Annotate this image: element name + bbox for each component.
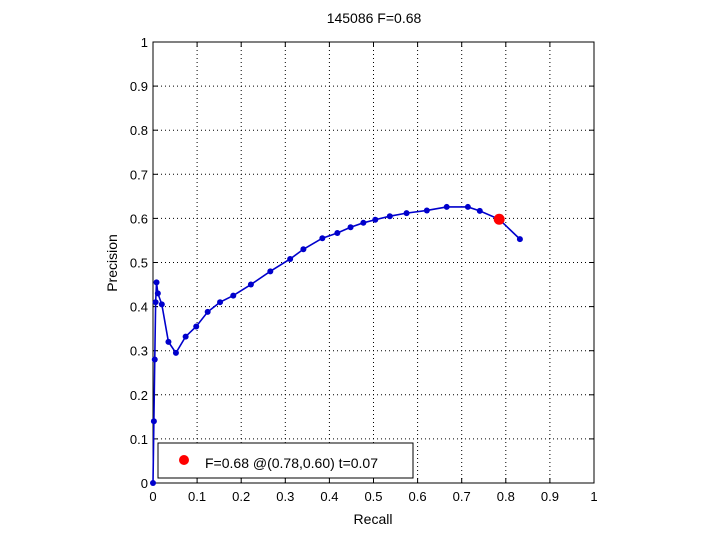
series-point	[267, 268, 274, 275]
chart-title: 145086 F=0.68	[327, 10, 422, 26]
y-tick-label: 0.7	[130, 167, 148, 182]
best-point-layer	[493, 213, 505, 225]
series-point	[150, 480, 156, 486]
series-point	[319, 235, 326, 242]
x-tick-label: 1	[590, 489, 597, 504]
series-point	[247, 281, 254, 288]
legend-box	[157, 442, 414, 479]
series-point	[516, 236, 523, 243]
y-tick-label: 0.6	[130, 211, 148, 226]
y-tick-label: 1	[141, 35, 148, 50]
x-axis-ticks: 0 0.1 0.2 0.3 0.4 0.5 0.6 0.7 0.8 0.9 1	[149, 42, 598, 504]
x-tick-label: 0.4	[320, 489, 338, 504]
legend: F=0.68 @(0.78,0.60) t=0.07	[157, 442, 414, 479]
x-tick-label: 0.8	[497, 489, 515, 504]
series-point	[151, 356, 158, 363]
legend-label: F=0.68 @(0.78,0.60) t=0.07	[205, 455, 378, 471]
grid-lines	[153, 42, 594, 483]
y-tick-label: 0.4	[130, 300, 148, 315]
y-tick-label: 0.5	[130, 256, 148, 271]
y-tick-label: 0.9	[130, 79, 148, 94]
series-point	[287, 255, 294, 262]
series-point	[150, 418, 157, 425]
best-f-point	[493, 213, 505, 225]
series-point	[165, 338, 172, 345]
series-point	[386, 213, 393, 220]
series-point	[334, 229, 341, 236]
x-axis-title: Recall	[354, 511, 393, 527]
y-axis-ticks: 0 0.1 0.2 0.3 0.4 0.5 0.6 0.7 0.8 0.9 1	[130, 35, 594, 491]
series-point	[193, 323, 200, 330]
y-tick-label: 0.3	[130, 344, 148, 359]
series-point	[300, 246, 307, 253]
y-tick-label: 0.2	[130, 388, 148, 403]
series-point	[403, 210, 410, 217]
series-point	[423, 207, 430, 214]
y-axis-title: Precision	[104, 234, 120, 292]
series-point	[217, 299, 224, 306]
series-point	[152, 299, 159, 306]
x-tick-label: 0.7	[453, 489, 471, 504]
series-point	[347, 224, 354, 231]
y-tick-label: 0.8	[130, 123, 148, 138]
legend-marker	[179, 455, 189, 465]
series-point	[230, 292, 237, 299]
series-point	[204, 308, 211, 315]
series-point	[182, 333, 189, 340]
y-tick-label: 0.1	[130, 432, 148, 447]
series-point	[158, 301, 165, 308]
series-point	[154, 290, 161, 297]
x-tick-label: 0.3	[276, 489, 294, 504]
series-point	[372, 216, 379, 223]
series-point	[464, 203, 471, 210]
series-point	[360, 219, 367, 226]
x-tick-label: 0.6	[409, 489, 427, 504]
y-tick-label: 0	[141, 476, 148, 491]
series-line	[152, 206, 521, 484]
series-point	[153, 279, 160, 286]
series-point	[443, 203, 450, 210]
x-tick-label: 0	[149, 489, 156, 504]
x-tick-label: 0.1	[188, 489, 206, 504]
x-tick-label: 0.2	[232, 489, 250, 504]
x-tick-label: 0.5	[364, 489, 382, 504]
series-point	[172, 349, 179, 356]
series-point	[476, 207, 483, 214]
x-tick-label: 0.9	[541, 489, 559, 504]
